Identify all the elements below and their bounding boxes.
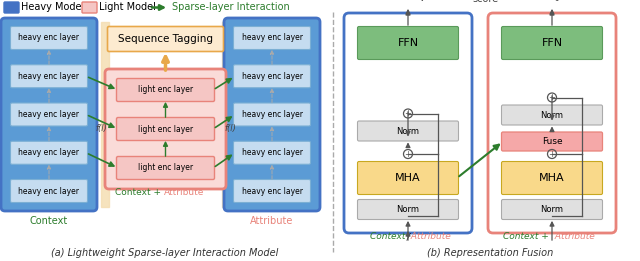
Text: MHA: MHA xyxy=(395,173,421,183)
FancyBboxPatch shape xyxy=(502,162,602,194)
FancyBboxPatch shape xyxy=(502,27,602,60)
Text: light enc layer: light enc layer xyxy=(138,86,193,94)
FancyBboxPatch shape xyxy=(116,79,214,102)
Text: $\times\,L_\mathregular{light}$: $\times\,L_\mathregular{light}$ xyxy=(536,0,568,4)
Text: heavy enc layer: heavy enc layer xyxy=(19,33,79,43)
Text: heavy enc layer: heavy enc layer xyxy=(241,33,303,43)
Text: light enc layer: light enc layer xyxy=(138,124,193,133)
FancyBboxPatch shape xyxy=(358,121,458,141)
Text: (b) Representation Fusion: (b) Representation Fusion xyxy=(427,248,553,258)
FancyBboxPatch shape xyxy=(234,103,310,126)
FancyBboxPatch shape xyxy=(10,27,88,50)
FancyBboxPatch shape xyxy=(108,27,223,51)
FancyBboxPatch shape xyxy=(502,105,602,125)
Text: Context +: Context + xyxy=(504,232,552,241)
Text: Sequence Tagging: Sequence Tagging xyxy=(118,34,213,44)
FancyBboxPatch shape xyxy=(502,199,602,220)
Text: Norm: Norm xyxy=(541,205,563,214)
FancyBboxPatch shape xyxy=(10,180,88,203)
FancyBboxPatch shape xyxy=(344,13,472,233)
FancyBboxPatch shape xyxy=(234,27,310,50)
Text: light enc layer: light enc layer xyxy=(138,163,193,173)
Bar xyxy=(222,22,230,207)
Text: MHA: MHA xyxy=(539,173,565,183)
Text: Fuse: Fuse xyxy=(541,137,563,146)
FancyBboxPatch shape xyxy=(358,162,458,194)
Text: Context: Context xyxy=(30,216,68,226)
FancyBboxPatch shape xyxy=(82,2,97,13)
Text: heavy enc layer: heavy enc layer xyxy=(241,72,303,81)
Text: Attribute: Attribute xyxy=(408,232,451,241)
Text: +: + xyxy=(548,150,556,159)
FancyBboxPatch shape xyxy=(116,117,214,140)
Text: Context: Context xyxy=(370,232,408,241)
FancyBboxPatch shape xyxy=(10,141,88,164)
FancyBboxPatch shape xyxy=(358,27,458,60)
FancyBboxPatch shape xyxy=(234,180,310,203)
Text: Context +: Context + xyxy=(115,188,163,197)
Text: (a) Lightweight Sparse-layer Interaction Model: (a) Lightweight Sparse-layer Interaction… xyxy=(51,248,278,258)
FancyBboxPatch shape xyxy=(1,18,97,211)
Text: heavy enc layer: heavy enc layer xyxy=(241,110,303,119)
FancyBboxPatch shape xyxy=(358,199,458,220)
Text: Norm: Norm xyxy=(397,127,419,135)
FancyBboxPatch shape xyxy=(116,157,214,180)
Text: Norm: Norm xyxy=(397,205,419,214)
FancyBboxPatch shape xyxy=(234,141,310,164)
Text: Attribute: Attribute xyxy=(250,216,294,226)
Text: heavy enc layer: heavy enc layer xyxy=(241,148,303,157)
Text: +: + xyxy=(548,93,556,103)
FancyBboxPatch shape xyxy=(4,2,19,13)
Text: /: / xyxy=(406,232,410,241)
Text: +: + xyxy=(404,110,412,118)
FancyBboxPatch shape xyxy=(234,65,310,88)
Text: heavy enc layer: heavy enc layer xyxy=(241,187,303,195)
Text: $\times\,L_\mathregular{heavy}$: $\times\,L_\mathregular{heavy}$ xyxy=(389,0,427,4)
Text: FFN: FFN xyxy=(397,38,419,48)
FancyBboxPatch shape xyxy=(488,13,616,233)
Text: heavy enc layer: heavy enc layer xyxy=(19,187,79,195)
Text: Heavy Model: Heavy Model xyxy=(21,3,84,13)
FancyBboxPatch shape xyxy=(105,69,226,189)
FancyBboxPatch shape xyxy=(10,65,88,88)
Text: heavy enc layer: heavy enc layer xyxy=(19,148,79,157)
Text: heavy enc layer: heavy enc layer xyxy=(19,110,79,119)
Text: f(l): f(l) xyxy=(95,124,107,133)
Text: score: score xyxy=(472,0,498,4)
FancyBboxPatch shape xyxy=(10,103,88,126)
Text: Light Model: Light Model xyxy=(99,3,156,13)
Text: heavy enc layer: heavy enc layer xyxy=(19,72,79,81)
Text: Attribute: Attribute xyxy=(163,188,204,197)
Text: Sparse-layer Interaction: Sparse-layer Interaction xyxy=(172,3,290,13)
Text: Attribute: Attribute xyxy=(552,232,595,241)
Text: Norm: Norm xyxy=(541,110,563,120)
Text: +: + xyxy=(404,150,412,159)
FancyBboxPatch shape xyxy=(224,18,320,211)
Text: f(l): f(l) xyxy=(224,124,236,133)
Text: FFN: FFN xyxy=(541,38,563,48)
FancyBboxPatch shape xyxy=(502,132,602,151)
Bar xyxy=(101,22,109,207)
